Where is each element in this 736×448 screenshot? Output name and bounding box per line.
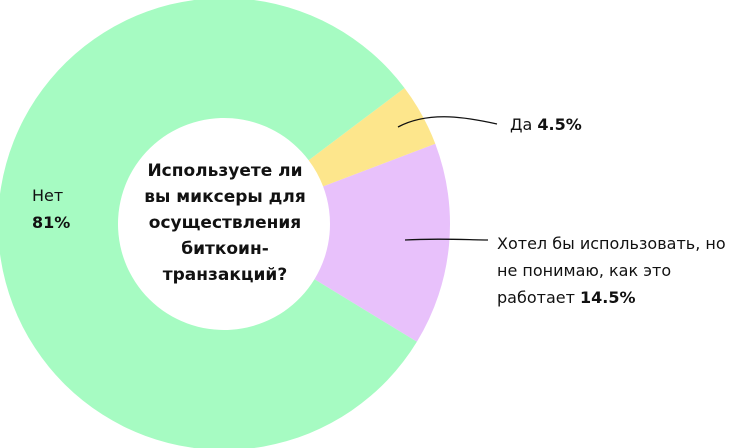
leader-line <box>404 238 489 241</box>
slice-label: Да 4.5% <box>510 111 582 138</box>
value-label: 81% <box>32 213 71 232</box>
value-label: 14.5% <box>580 288 636 307</box>
chart-title: Используете ли вы миксеры для осуществле… <box>144 161 306 285</box>
slice <box>308 87 436 187</box>
category-label: Хотел бы использовать, но не понимаю, ка… <box>497 234 726 307</box>
category-label: Нет <box>32 186 64 205</box>
value-label: 4.5% <box>537 115 582 134</box>
slice <box>314 143 450 342</box>
slice <box>0 0 417 448</box>
leader-line <box>397 116 498 128</box>
slice-label: Нет 81% <box>32 182 70 236</box>
category-label: Да <box>510 115 533 134</box>
slice-label: Хотел бы использовать, но не понимаю, ка… <box>497 230 736 311</box>
